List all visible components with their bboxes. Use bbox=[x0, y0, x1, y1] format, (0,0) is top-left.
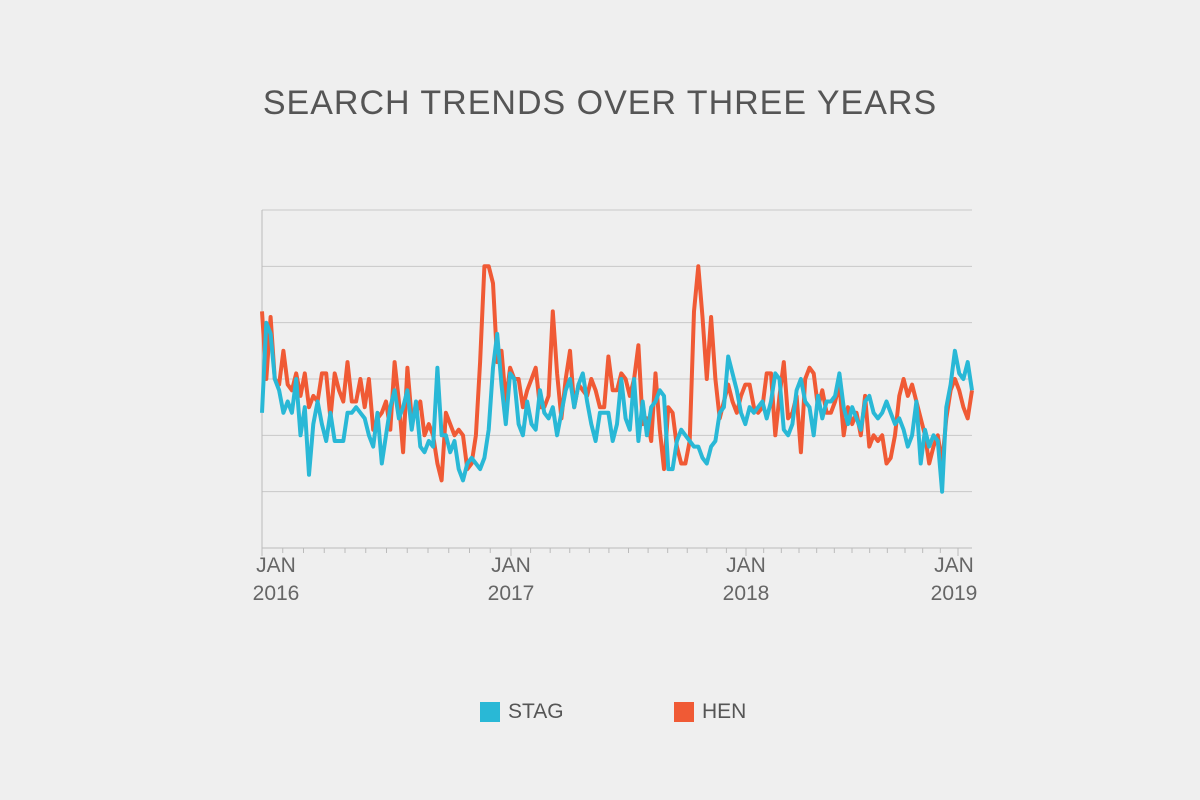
x-tick-label-month: JAN bbox=[256, 554, 296, 577]
legend-item-hen: HEN bbox=[674, 700, 746, 724]
series-lines bbox=[260, 264, 974, 494]
x-axis bbox=[261, 210, 972, 556]
x-tick-label-year: 2019 bbox=[931, 582, 978, 605]
x-tick-label-month: JAN bbox=[726, 554, 766, 577]
x-tick-labels: JAN 2016 JAN 2017 JAN 2018 JAN 2019 bbox=[253, 554, 978, 605]
x-tick-label-year: 2018 bbox=[723, 582, 770, 605]
legend-swatch-stag bbox=[480, 702, 500, 722]
legend: STAG HEN bbox=[0, 700, 1200, 726]
legend-swatch-hen bbox=[674, 702, 694, 722]
legend-label-stag: STAG bbox=[508, 700, 564, 723]
legend-label-hen: HEN bbox=[702, 700, 747, 723]
series-line-hen bbox=[260, 264, 974, 483]
x-tick-label-month: JAN bbox=[934, 554, 974, 577]
x-tick-label-month: JAN bbox=[491, 554, 531, 577]
x-tick-label-year: 2016 bbox=[253, 582, 300, 605]
chart-title: SEARCH TRENDS OVER THREE YEARS bbox=[262, 84, 938, 122]
legend-item-stag: STAG bbox=[480, 700, 564, 724]
series-line-stag bbox=[260, 320, 974, 494]
grid-lines bbox=[262, 209, 972, 493]
x-tick-label-year: 2017 bbox=[488, 582, 535, 605]
